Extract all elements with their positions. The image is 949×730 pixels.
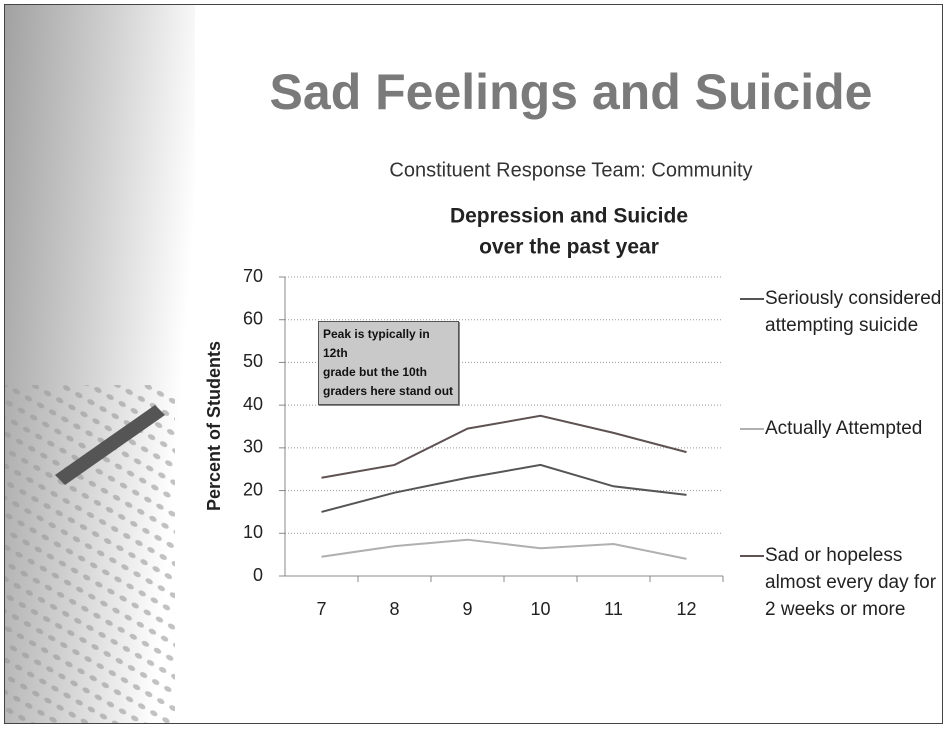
y-tick-label: 70 [243,266,263,286]
x-tick-label: 8 [389,599,399,619]
series-line [321,414,687,479]
legend-swatch [740,298,764,300]
annotation-line: Peak is typically in 12th [323,327,430,360]
series-line [321,463,687,513]
annotation-line: grade but the 10th [323,365,428,379]
slide: Sad Feelings and Suicide Constituent Res… [4,4,943,724]
annotation-line: graders here stand out [323,384,454,398]
y-tick-label: 40 [243,394,263,414]
legend-swatch [740,555,764,557]
x-tick-label: 12 [676,599,696,619]
legend-item: Sad or hopeless almost every day for 2 w… [740,542,942,623]
annotation: Peak is typically in 12th grade but the … [318,321,459,405]
x-tick-label: 10 [530,599,550,619]
chart-title: over the past year [479,236,659,259]
chart-title: Depression and Suicide [450,205,688,228]
decoration [55,405,165,485]
y-tick-label: 60 [243,308,263,328]
legend-item: Seriously considered attempting suicide [740,285,942,339]
decoration [5,385,175,723]
x-tick-label: 11 [604,599,623,619]
legend-swatch [740,428,764,430]
y-tick-label: 30 [243,437,263,457]
x-tick-label: 7 [316,599,326,619]
y-tick-label: 0 [253,565,263,585]
legend-label: Sad or hopeless almost every day for 2 w… [765,545,937,620]
y-tick-label: 20 [243,479,263,499]
legend-item: Actually Attempted [740,415,942,442]
y-tick-label: 50 [243,351,263,371]
series-line [321,538,687,560]
y-axis-label: Percent of Students [204,341,224,511]
subtitle: Constituent Response Team: Community [389,159,752,181]
chart: Sad Feelings and Suicide Constituent Res… [5,5,873,723]
slide-title: Sad Feelings and Suicide [270,64,873,120]
y-tick-label: 10 [243,522,263,542]
legend-label: Actually Attempted [765,418,923,439]
x-tick-label: 9 [462,599,472,619]
legend-label: Seriously considered attempting suicide [765,288,942,336]
